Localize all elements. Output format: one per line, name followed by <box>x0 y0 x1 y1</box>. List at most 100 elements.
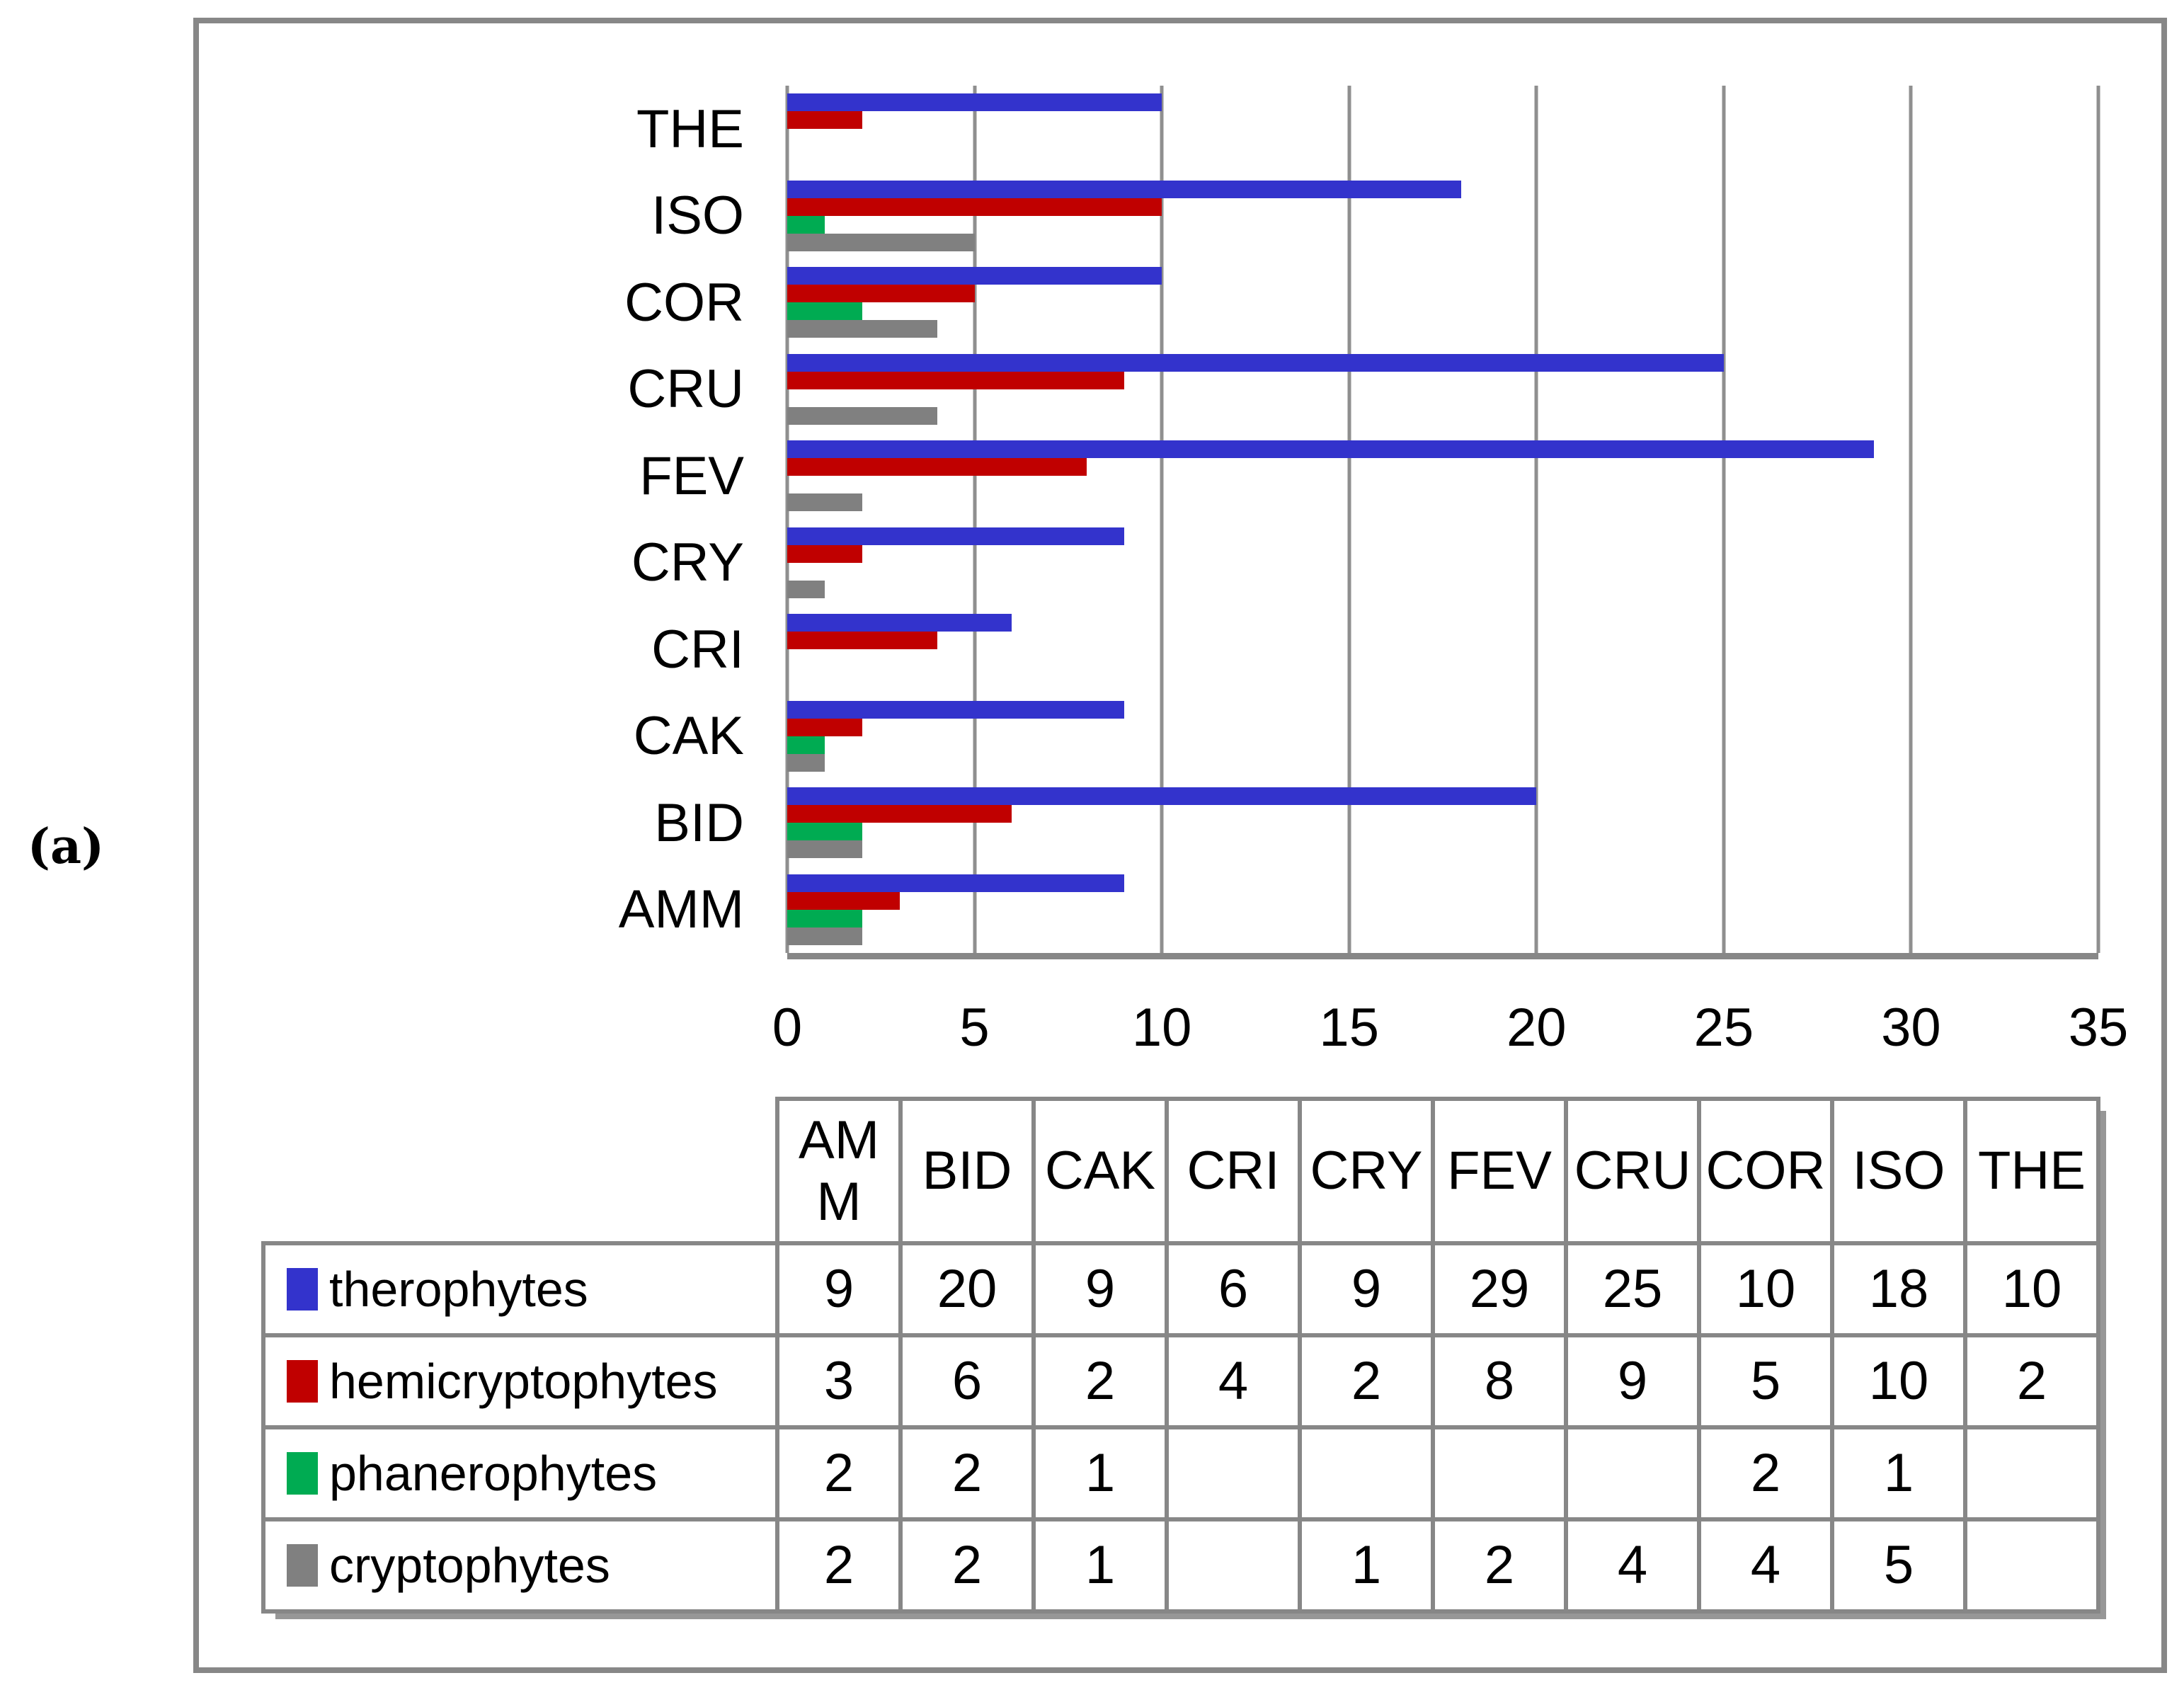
category-label: CRI <box>651 619 744 680</box>
bar-slot <box>787 753 2098 772</box>
bar-band <box>787 693 2098 780</box>
grid-line <box>1160 86 1164 953</box>
table-corner-cell <box>263 1099 777 1243</box>
bar-slot <box>787 93 2098 112</box>
table-value-cell: 2 <box>1963 1333 2100 1429</box>
chart-bar <box>787 805 1012 823</box>
legend-cell: phanerophytes <box>261 1425 779 1521</box>
table-value-cell: 5 <box>1830 1517 1967 1614</box>
chart-bar <box>787 909 862 927</box>
table-row: therophytes 9 20 9 6 9 29 25 10 18 10 <box>261 1241 2100 1337</box>
table-value-cell: 9 <box>1298 1241 1435 1337</box>
bar-band <box>787 86 2098 173</box>
table-value-cell: 4 <box>1165 1333 1302 1429</box>
table-value-cell: 6 <box>898 1333 1036 1429</box>
x-axis-labels: 0 5 10 15 20 25 30 35 <box>772 997 2128 1061</box>
chart-bar <box>787 527 1125 545</box>
chart-bar <box>787 493 862 512</box>
category-label: CRY <box>631 532 744 593</box>
table-value-cell: 18 <box>1830 1241 1967 1337</box>
bar-slot <box>787 233 2098 251</box>
bar-slot <box>787 805 2098 823</box>
category-label: AMM <box>618 879 744 940</box>
x-tick-label: 35 <box>2068 998 2129 1058</box>
table-row: phanerophytes 2 2 1 2 1 <box>261 1425 2100 1521</box>
bar-slot <box>787 700 2098 719</box>
table-header-cell: THE <box>1963 1097 2100 1245</box>
bar-slot <box>787 527 2098 545</box>
chart-bar <box>787 580 825 598</box>
bar-slot <box>787 129 2098 147</box>
bar-slot <box>787 840 2098 859</box>
category-label: CAK <box>633 706 744 767</box>
chart-bar <box>787 753 825 772</box>
table-value-cell <box>1963 1517 2100 1614</box>
bar-slot <box>787 111 2098 130</box>
x-tick-label: 30 <box>1881 998 1941 1058</box>
bar-slot <box>787 823 2098 841</box>
legend-entry: cryptophytes <box>270 1537 771 1594</box>
chart-bar <box>787 320 937 338</box>
x-tick-label: 25 <box>1693 998 1754 1058</box>
grid-line <box>1909 86 1913 953</box>
table-value-cell <box>1165 1517 1302 1614</box>
chart-bar <box>787 823 862 841</box>
category-labels: THE ISO COR CRU FEV CRY CRI CAK BID AMM <box>362 86 744 953</box>
legend-cell: hemicryptophytes <box>261 1333 779 1429</box>
bar-slot <box>787 787 2098 806</box>
table-value-cell: 9 <box>1031 1241 1169 1337</box>
bar-slot <box>787 285 2098 303</box>
bar-band <box>787 259 2098 346</box>
bar-slot <box>787 736 2098 754</box>
table-header-row: AMM BID CAK CRI CRY FEV CRU COR ISO THE <box>263 1097 2100 1245</box>
table-header-cell: CRU <box>1564 1097 1701 1245</box>
table-header-cell: CAK <box>1031 1097 1169 1245</box>
table-value-cell: 4 <box>1564 1517 1701 1614</box>
summary-table: AMM BID CAK CRI CRY FEV CRU COR ISO THE therophyte… <box>261 1097 2100 1614</box>
table-value-cell: 2 <box>775 1425 903 1521</box>
table-value-cell: 2 <box>1298 1333 1435 1429</box>
chart-bar <box>787 700 1125 719</box>
table-header-cell: CRI <box>1165 1097 1302 1245</box>
chart-bar <box>787 198 1162 216</box>
bar-slot <box>787 891 2098 910</box>
chart-bar <box>787 840 862 859</box>
chart-bar <box>787 93 1162 112</box>
bar-slot <box>787 215 2098 234</box>
bar-slot <box>787 718 2098 736</box>
table-value-cell: 20 <box>898 1241 1036 1337</box>
legend-entry: phanerophytes <box>270 1445 771 1502</box>
bar-band <box>787 867 2098 954</box>
bar-band <box>787 173 2098 260</box>
table-value-cell <box>1963 1425 2100 1521</box>
legend-label: phanerophytes <box>329 1445 658 1501</box>
legend-label: hemicryptophytes <box>329 1353 718 1409</box>
category-label: THE <box>636 98 744 159</box>
table-value-cell <box>1431 1425 1568 1521</box>
bar-slot <box>787 389 2098 407</box>
bar-slot <box>787 302 2098 321</box>
hemicryptophytes-swatch <box>287 1360 318 1403</box>
bar-slot <box>787 927 2098 945</box>
table-value-cell: 2 <box>898 1517 1036 1614</box>
chart-bar <box>787 267 1162 285</box>
table-value-cell: 10 <box>1963 1241 2100 1337</box>
x-tick-label: 20 <box>1506 998 1567 1058</box>
bar-slot <box>787 874 2098 892</box>
chart-bar <box>787 215 825 234</box>
category-label: CRU <box>627 359 744 420</box>
bar-bands <box>787 86 2098 953</box>
plot-area <box>785 86 2100 959</box>
table-row: hemicryptophytes 3 6 2 4 2 8 9 5 10 2 <box>261 1333 2100 1429</box>
grid-line <box>1534 86 1538 953</box>
chart-bar <box>787 614 1012 632</box>
legend-cell: cryptophytes <box>261 1517 779 1614</box>
bar-slot <box>787 440 2098 459</box>
table-value-cell: 25 <box>1564 1241 1701 1337</box>
bar-slot <box>787 580 2098 598</box>
table-value-cell: 2 <box>898 1425 1036 1521</box>
chart-bar <box>787 718 862 736</box>
table-value-cell: 29 <box>1431 1241 1568 1337</box>
bar-slot <box>787 614 2098 632</box>
